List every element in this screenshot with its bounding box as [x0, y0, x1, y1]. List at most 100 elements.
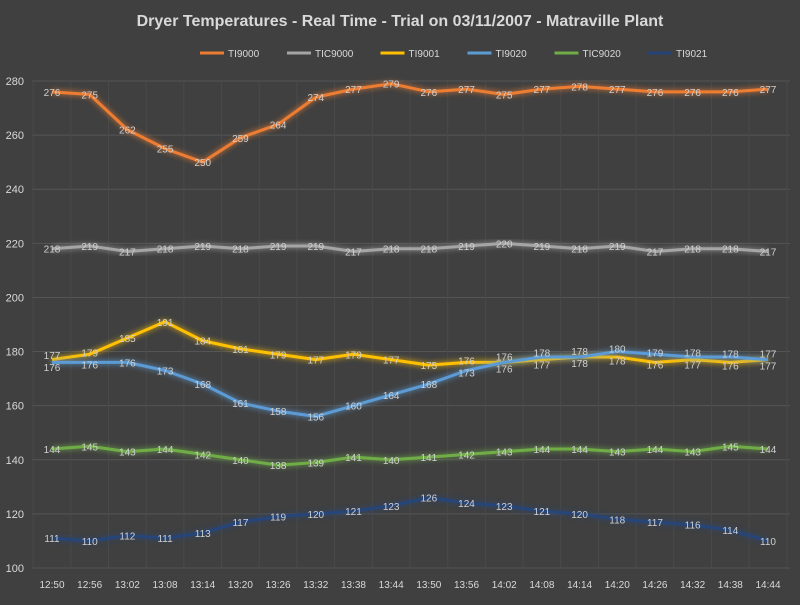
data-label: 178 — [534, 348, 551, 359]
data-label: 110 — [82, 537, 98, 548]
x-axis: 12:50 12:56 13:02 13:08 13:14 13:20 13:26 13:32… — [39, 580, 780, 591]
data-label: 219 — [609, 242, 626, 253]
y-tick-label: 100 — [6, 563, 24, 575]
x-tick-label: 13:02 — [115, 580, 140, 591]
x-tick-label: 14:32 — [680, 580, 705, 591]
grid — [32, 80, 790, 569]
data-label: 177 — [760, 350, 777, 361]
x-tick-label: 14:38 — [718, 580, 743, 591]
data-label: 175 — [420, 361, 437, 372]
data-label: 177 — [760, 362, 777, 373]
data-label: 276 — [420, 88, 437, 99]
data-label: 218 — [420, 245, 437, 256]
data-label: 143 — [496, 448, 513, 459]
data-label: 219 — [81, 242, 98, 253]
data-label: 176 — [458, 356, 475, 367]
data-label: 121 — [534, 507, 551, 518]
data-label: 144 — [157, 445, 174, 456]
data-label: 217 — [760, 247, 777, 258]
series-line-tic9020 — [51, 444, 769, 467]
data-label: 126 — [420, 494, 437, 505]
y-tick-label: 160 — [6, 401, 24, 413]
data-label: 277 — [609, 85, 626, 96]
data-label: 145 — [81, 442, 98, 453]
legend-label: TIC9020 — [583, 49, 622, 60]
data-label: 144 — [44, 445, 61, 456]
chart-title: Dryer Temperatures - Real Time - Trial o… — [137, 13, 664, 30]
data-label: 111 — [157, 534, 173, 545]
data-label: 144 — [647, 445, 664, 456]
data-label: 218 — [571, 245, 588, 256]
data-label: 279 — [383, 80, 400, 91]
data-label: 278 — [571, 82, 588, 93]
data-label: 191 — [157, 318, 174, 329]
data-label: 178 — [571, 347, 588, 358]
data-label: 180 — [609, 344, 626, 355]
data-label: 255 — [157, 145, 174, 156]
data-label: 259 — [232, 134, 249, 145]
data-label: 164 — [383, 391, 400, 402]
data-label: 220 — [496, 239, 513, 250]
data-label: 117 — [232, 518, 248, 529]
data-label: 173 — [157, 366, 174, 377]
x-tick-label: 13:08 — [153, 580, 178, 591]
legend-label: TIC9000 — [315, 49, 354, 60]
y-tick-label: 200 — [6, 292, 24, 304]
data-label: 111 — [44, 534, 60, 545]
data-label: 185 — [119, 334, 136, 345]
data-label: 217 — [345, 247, 362, 258]
data-label: 176 — [119, 358, 136, 369]
data-label: 123 — [383, 502, 400, 513]
data-label: 277 — [534, 85, 551, 96]
data-label: 276 — [684, 88, 701, 99]
x-tick-label: 13:50 — [416, 580, 441, 591]
data-label: 144 — [760, 445, 777, 456]
series-line-ti9000 — [51, 82, 769, 164]
data-label: 217 — [647, 247, 664, 258]
x-tick-label: 14:26 — [642, 580, 667, 591]
series-lines — [51, 82, 769, 543]
data-label: 117 — [647, 518, 663, 529]
data-label: 123 — [496, 502, 513, 513]
data-label: 177 — [307, 356, 324, 367]
data-label: 276 — [647, 88, 664, 99]
data-label: 156 — [307, 412, 324, 423]
data-label: 178 — [571, 359, 588, 370]
data-label: 277 — [458, 85, 475, 96]
data-label: 176 — [722, 362, 739, 373]
data-label: 275 — [496, 91, 513, 102]
data-label: 274 — [307, 93, 324, 104]
data-label: 219 — [307, 242, 324, 253]
data-label: 116 — [685, 521, 701, 532]
data-label: 177 — [534, 360, 551, 371]
legend-label: TI9021 — [676, 49, 708, 60]
data-label: 160 — [345, 402, 362, 413]
data-label: 120 — [307, 510, 324, 521]
x-tick-label: 13:20 — [228, 580, 253, 591]
data-label: 110 — [760, 537, 776, 548]
y-tick-label: 240 — [6, 184, 24, 196]
data-label: 264 — [270, 120, 287, 131]
data-label: 218 — [157, 245, 174, 256]
y-tick-label: 120 — [6, 509, 24, 521]
legend: TI9000 TIC9000 TI9001 TI9020 TIC9020 TI9021 — [200, 49, 708, 60]
data-label: 262 — [119, 126, 136, 137]
data-label: 277 — [760, 85, 777, 96]
data-label: 168 — [194, 380, 211, 391]
data-label: 176 — [81, 360, 98, 371]
data-label: 250 — [194, 158, 211, 169]
x-tick-label: 14:14 — [567, 580, 592, 591]
data-label: 276 — [44, 88, 61, 99]
data-label: 144 — [571, 445, 588, 456]
x-tick-label: 13:38 — [341, 580, 366, 591]
data-label: 176 — [496, 364, 513, 375]
data-label: 218 — [44, 245, 61, 256]
data-label: 124 — [458, 499, 475, 510]
x-tick-label: 13:14 — [190, 580, 215, 591]
y-tick-label: 280 — [6, 76, 24, 88]
data-label: 176 — [496, 352, 513, 363]
data-label: 112 — [119, 532, 135, 543]
data-label: 179 — [81, 348, 98, 359]
data-label: 179 — [270, 350, 287, 361]
